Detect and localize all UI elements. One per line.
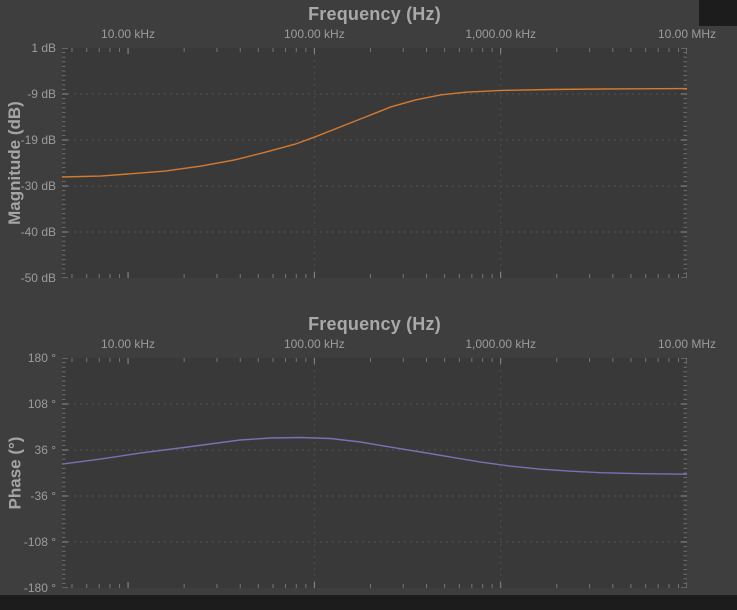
x-tick-label: 10.00 kHz bbox=[101, 27, 156, 41]
phase-chart-x-axis-title: Frequency (Hz) bbox=[308, 314, 441, 334]
y-tick-label: -9 dB bbox=[27, 87, 56, 101]
phase-plot-area[interactable] bbox=[62, 358, 687, 588]
window-corner-top-right bbox=[699, 0, 737, 26]
x-tick-label: 100.00 kHz bbox=[284, 27, 345, 41]
x-tick-label: 10.00 MHz bbox=[657, 27, 717, 41]
y-tick-label: -180 ° bbox=[23, 581, 56, 595]
y-tick-label: 1 dB bbox=[31, 41, 56, 55]
y-tick-label: -40 dB bbox=[20, 225, 56, 239]
grid-layer bbox=[62, 48, 687, 278]
tick-marks-layer bbox=[62, 358, 687, 588]
magnitude-plot-area[interactable] bbox=[62, 48, 687, 278]
magnitude-chart-x-axis-title: Frequency (Hz) bbox=[308, 4, 441, 24]
magnitude-y-axis-title-wrap: Magnitude (dB) bbox=[2, 48, 28, 278]
x-tick-label: 1,000.00 kHz bbox=[465, 27, 537, 41]
y-tick-label: 36 ° bbox=[34, 443, 56, 457]
x-tick-label: 10.00 kHz bbox=[101, 337, 156, 351]
y-tick-label: 180 ° bbox=[27, 351, 56, 365]
y-tick-label: -108 ° bbox=[23, 535, 56, 549]
phase-curve bbox=[62, 436, 687, 475]
x-tick-label: 1,000.00 kHz bbox=[465, 337, 537, 351]
y-tick-label: -50 dB bbox=[20, 271, 56, 285]
y-tick-label: -30 dB bbox=[20, 179, 56, 193]
magnitude-y-axis-title: Magnitude (dB) bbox=[5, 101, 25, 225]
y-tick-label: -19 dB bbox=[20, 133, 56, 147]
phase-y-axis-title-wrap: Phase (°) bbox=[2, 358, 28, 588]
grid-layer bbox=[62, 358, 687, 588]
y-tick-label: -36 ° bbox=[30, 489, 56, 503]
magnitude-curve bbox=[62, 87, 687, 178]
x-tick-label: 100.00 kHz bbox=[284, 337, 345, 351]
window-edge-bottom bbox=[0, 595, 737, 610]
x-tick-label: 10.00 MHz bbox=[657, 337, 717, 351]
tick-marks-layer bbox=[62, 48, 687, 278]
y-tick-label: 108 ° bbox=[27, 397, 56, 411]
